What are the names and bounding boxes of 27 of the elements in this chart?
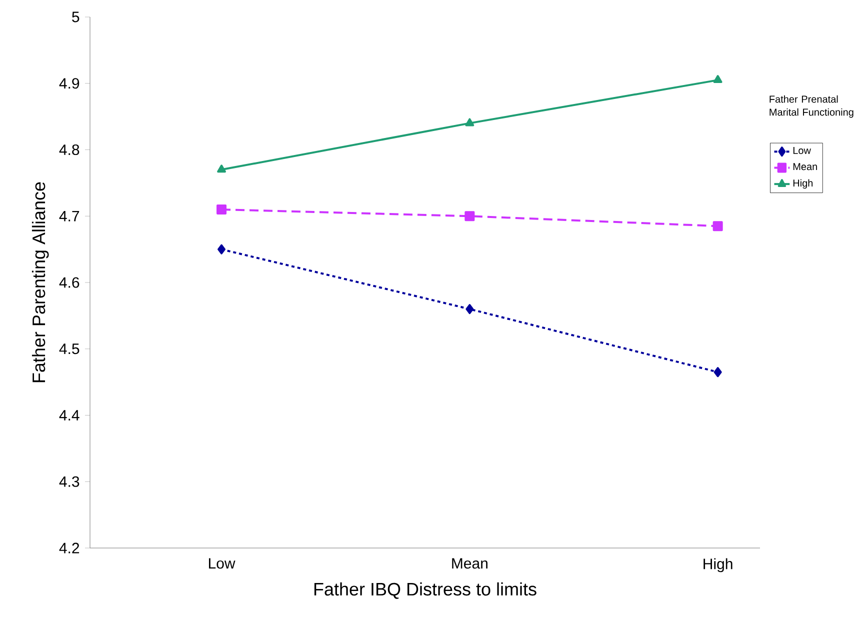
y-tick-label: 4.9: [59, 78, 80, 89]
y-tick-label: 4.5: [59, 344, 80, 354]
point: [216, 204, 227, 214]
y-axis-title: Father Parenting Alliance: [32, 182, 49, 382]
point: [464, 211, 475, 222]
point: [714, 367, 722, 378]
x-axis-title: Father IBQ Distress to limits: [314, 582, 536, 599]
point: [218, 244, 226, 254]
legend-title: Father Prenatal Marital Functioning: [770, 95, 854, 118]
y-tick-label: 4.2: [59, 542, 80, 554]
x-tick-label: Mean: [452, 558, 488, 569]
legend-label: Mean: [793, 163, 817, 170]
point: [465, 118, 474, 126]
y-tick-label: 4.8: [59, 144, 80, 156]
y-tick-label: 4.4: [59, 410, 80, 420]
y-tick-label: 4.3: [59, 476, 80, 487]
point: [713, 75, 722, 84]
point: [466, 304, 474, 314]
legend-label: Low: [793, 147, 811, 154]
point: [712, 221, 723, 232]
legend-label: High: [793, 179, 813, 189]
y-tick-label: 4.7: [59, 210, 80, 222]
y-tick-label: 4.6: [59, 277, 80, 288]
x-tick-label: High: [704, 558, 732, 572]
x-tick-label: Low: [208, 558, 236, 569]
point: [217, 164, 226, 173]
y-tick-label: 5: [72, 12, 80, 22]
